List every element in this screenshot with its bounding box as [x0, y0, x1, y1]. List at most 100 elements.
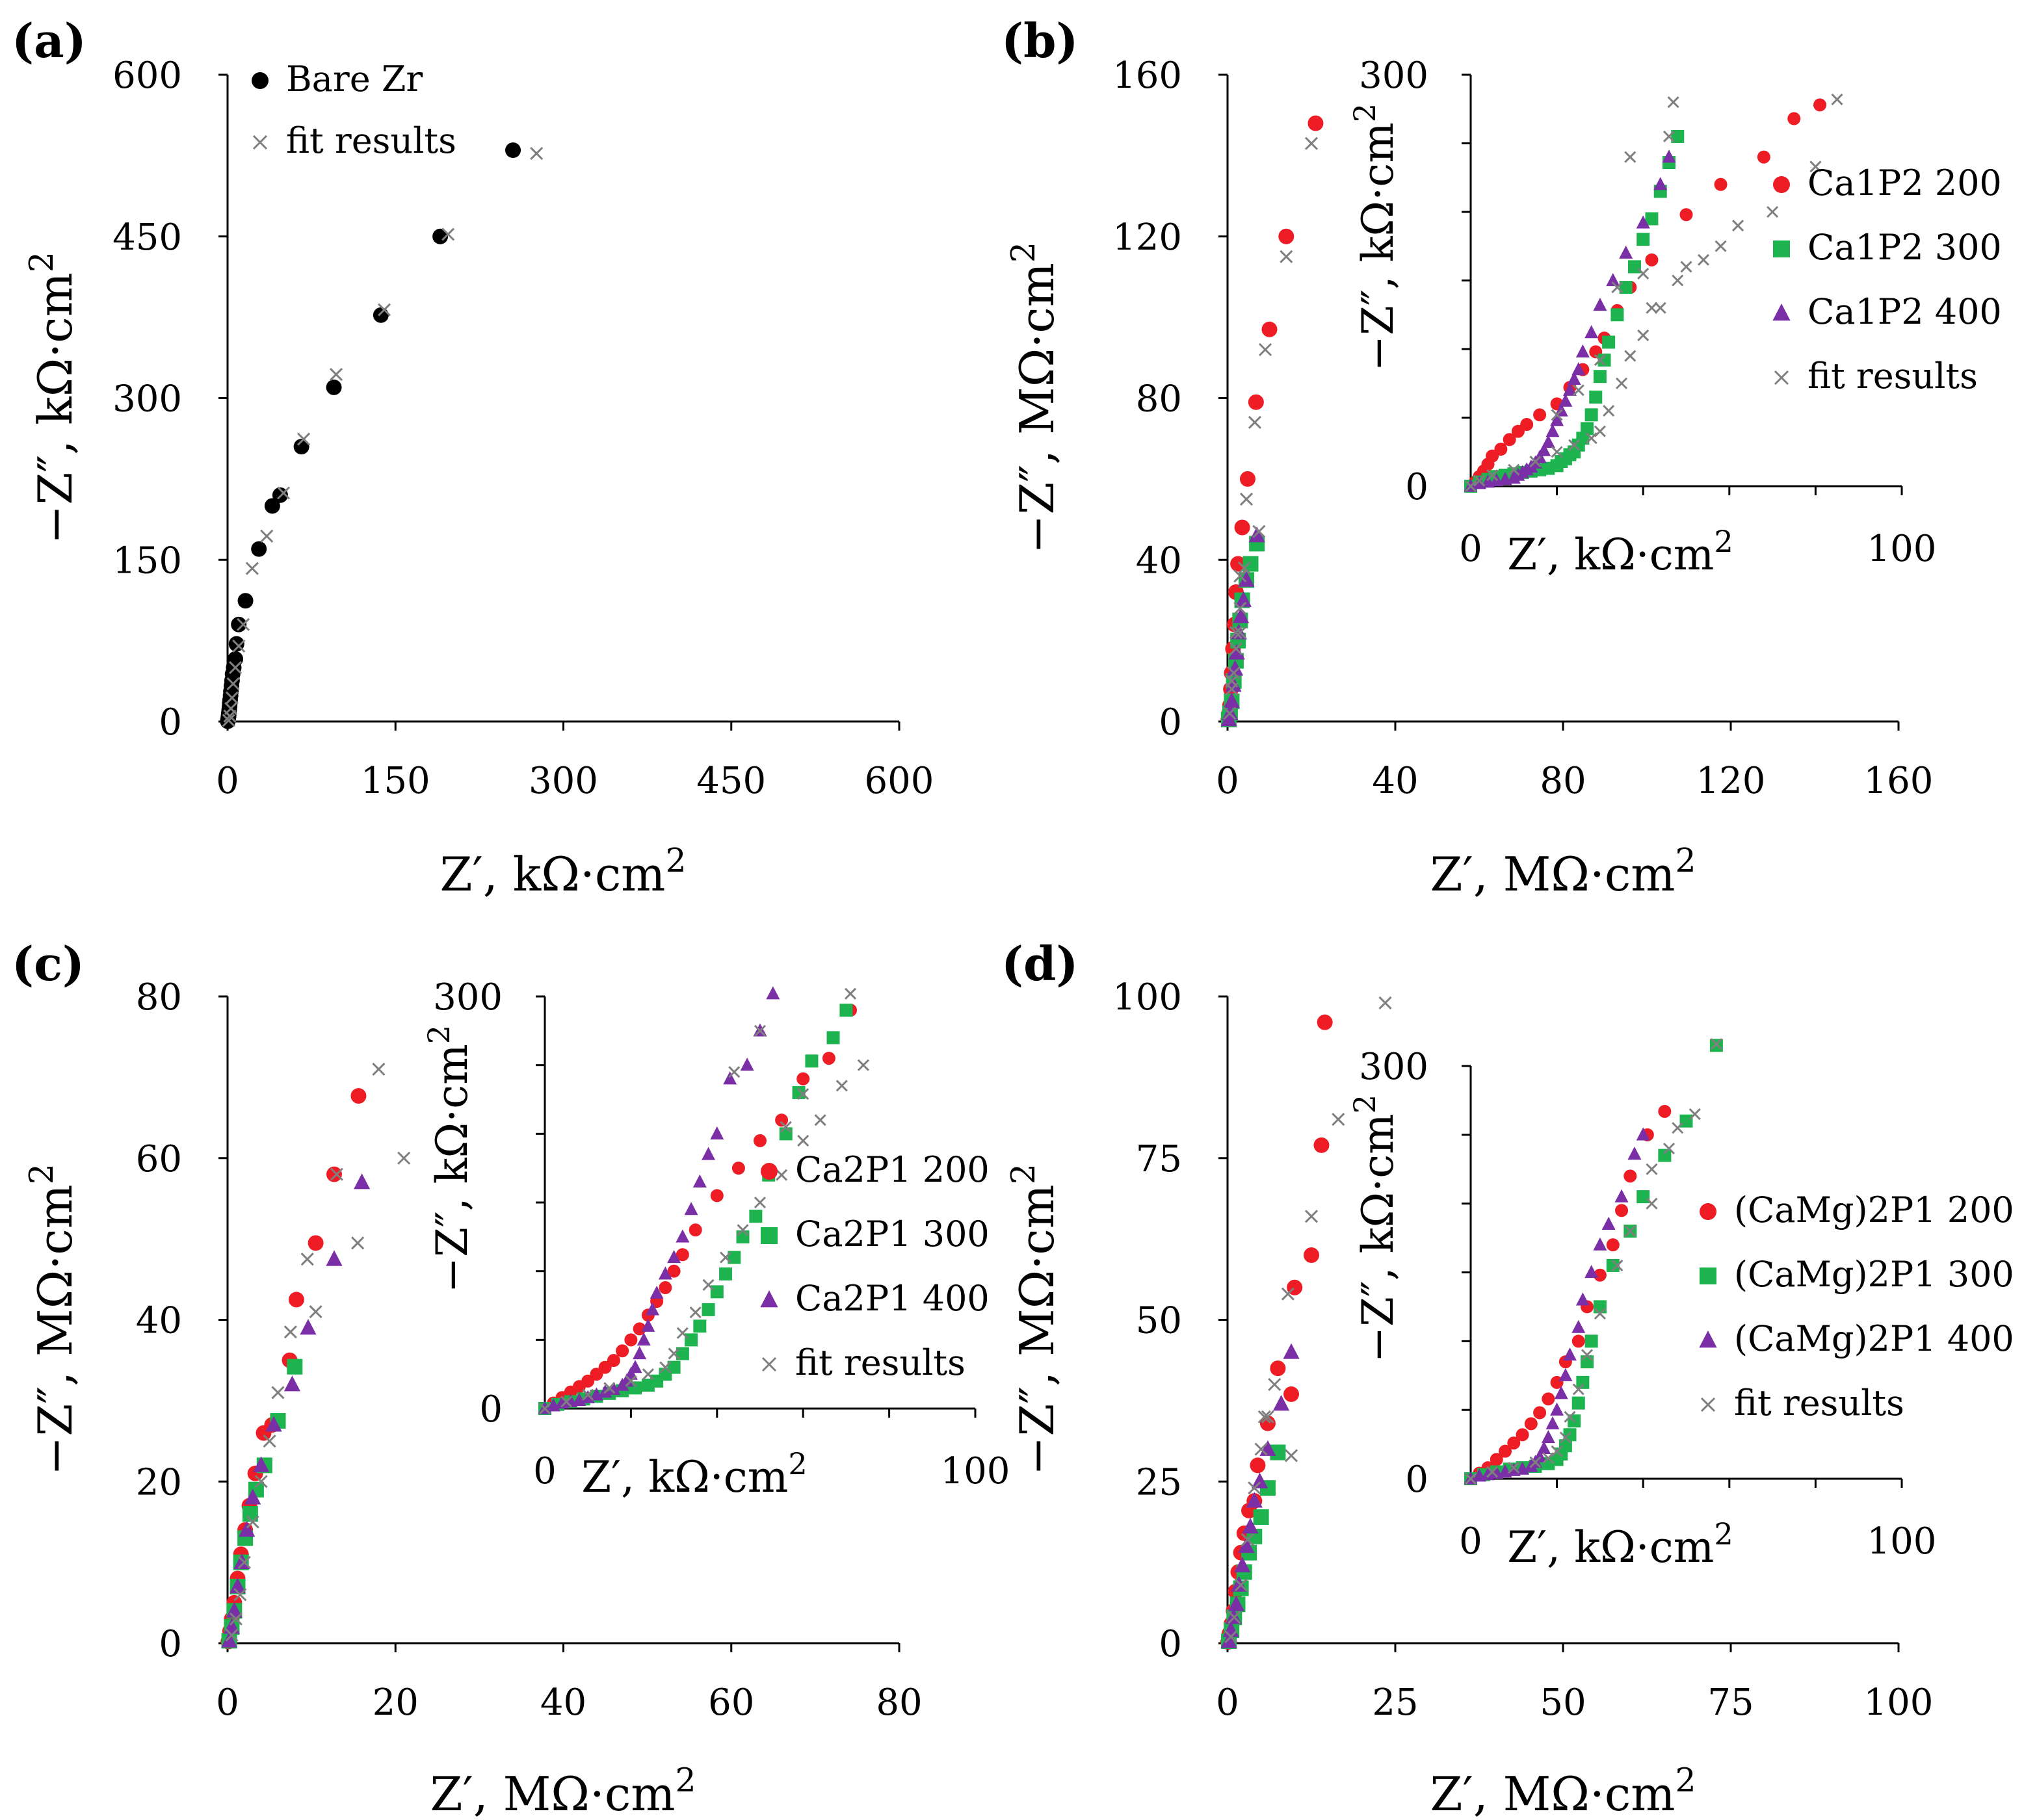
inset-data-point: [658, 1266, 672, 1280]
inset-data-point: [1584, 408, 1598, 422]
data-point: [264, 498, 280, 514]
data-point: [1227, 666, 1241, 680]
inset-data-point: [1558, 1368, 1573, 1381]
inset-data-point: [1473, 474, 1486, 487]
inset-data-point: [1610, 308, 1624, 322]
data-point: [231, 616, 247, 632]
y-tick-label: 40: [1136, 540, 1182, 582]
inset-data-point: [776, 1169, 788, 1181]
inset-data-point: [1558, 393, 1573, 407]
data-point: [263, 1434, 276, 1448]
inset-data-point: [1611, 281, 1623, 294]
inset-data-point: [754, 1024, 767, 1037]
inset-data-point: [616, 1344, 629, 1358]
inset-y-axis-label-text: −Z″, kΩ·cm: [427, 1044, 477, 1293]
data-point: [1235, 591, 1252, 607]
data-point: [1332, 1112, 1345, 1126]
data-point: [1241, 1533, 1255, 1546]
data-point: [287, 1358, 303, 1375]
inset-data-point: [1646, 302, 1658, 314]
y-tick-label: 40: [136, 1300, 182, 1342]
data-point: [432, 228, 449, 244]
inset-data-point: [1542, 1452, 1555, 1464]
inset-data-point: [607, 1354, 620, 1368]
data-point: [373, 307, 389, 323]
inset-data-point: [1653, 177, 1668, 190]
data-series: [225, 1062, 411, 1642]
data-point: [260, 529, 274, 543]
data-point: [1238, 571, 1255, 587]
inset-data-point: [1658, 1149, 1672, 1162]
inset-y-axis-label: −Z″, kΩ·cm2: [421, 1025, 477, 1293]
inset-data-point: [1615, 1204, 1629, 1217]
data-point: [229, 1612, 243, 1626]
inset-data-point: [1486, 1466, 1499, 1478]
data-point: [326, 1166, 342, 1182]
data-point: [1242, 1518, 1259, 1534]
inset-data-point: [676, 1347, 689, 1360]
inset-data-point: [659, 1281, 672, 1295]
inset-data-point: [1767, 205, 1779, 218]
legend-label: fit results: [1734, 1383, 1904, 1424]
inset-data-point: [1571, 1334, 1585, 1348]
inset-y-axis-label-text: −Z″, kΩ·cm: [1353, 122, 1403, 371]
legend-marker-circle: [1773, 176, 1790, 193]
inset-y-axis-label-superscript: 2: [1347, 1095, 1382, 1113]
data-point: [530, 146, 544, 161]
legend-label: Ca1P2 200: [1807, 162, 2002, 203]
data-point: [228, 651, 244, 667]
panel-label: (d): [1001, 936, 1078, 991]
data-point: [372, 1062, 386, 1076]
data-point: [1258, 343, 1272, 356]
x-tick-label: 160: [1864, 760, 1934, 802]
y-axis-label-text: −Z″, MΩ·cm: [28, 1184, 83, 1476]
data-point: [1230, 556, 1246, 572]
y-tick-label: 25: [1136, 1461, 1182, 1503]
inset-y-tick-label: 0: [1405, 1459, 1428, 1501]
data-point: [229, 1578, 246, 1594]
data-point: [1250, 1457, 1266, 1474]
inset-data-point: [1584, 325, 1599, 339]
y-axis-label: −Z″, kΩ·cm2: [22, 252, 83, 544]
inset-data-point: [1537, 443, 1551, 456]
y-tick-label: 300: [112, 378, 182, 421]
y-axis-label-text: −Z″, MΩ·cm: [1010, 263, 1064, 554]
inset-data-point: [754, 1196, 767, 1209]
inset-data-point: [692, 1174, 707, 1188]
inset-data-point: [775, 1113, 789, 1127]
data-point: [1252, 525, 1266, 538]
inset-data-point: [1637, 329, 1649, 341]
data-point: [297, 432, 311, 446]
inset-data-point: [582, 1388, 594, 1401]
inset-data-point: [1550, 413, 1564, 426]
x-axis-label-superscript: 2: [676, 1761, 696, 1799]
x-tick-label: 80: [1540, 760, 1586, 802]
inset-data-point: [1559, 1431, 1571, 1444]
inset-data-point: [1532, 1449, 1547, 1462]
legend: (CaMg)2P1 200 (CaMg)2P1 300 (CaMg)2P1 400 f…: [1699, 1190, 2014, 1424]
data-point: [232, 639, 246, 653]
data-point: [237, 618, 250, 631]
inset-data-point: [1564, 1410, 1576, 1423]
inset-data-point: [1520, 418, 1534, 432]
inset-data-point: [1614, 1189, 1629, 1202]
inset-data-point: [676, 1229, 690, 1243]
data-point: [222, 714, 235, 727]
inset-data-point: [1585, 432, 1597, 445]
inset-data-point: [1589, 390, 1603, 404]
inset-data-point: [1672, 274, 1684, 287]
inset-data-point: [1662, 150, 1676, 163]
x-tick-label: 75: [1707, 1682, 1754, 1724]
legend-marker-x: [1700, 1397, 1716, 1412]
inset-data-point: [1508, 1462, 1520, 1474]
inset-data-point: [1809, 161, 1822, 173]
legend-marker-x: [1774, 370, 1789, 385]
legend-label: (CaMg)2P1 300: [1734, 1254, 2014, 1295]
legend-label: (CaMg)2P1 400: [1734, 1318, 2014, 1359]
data-point: [308, 1235, 324, 1251]
inset-y-tick-label: 300: [1359, 1046, 1428, 1088]
data-point: [329, 367, 343, 382]
y-axis-label-superscript: 2: [1004, 1164, 1042, 1184]
inset-x-tick-label: 100: [941, 1450, 1010, 1492]
